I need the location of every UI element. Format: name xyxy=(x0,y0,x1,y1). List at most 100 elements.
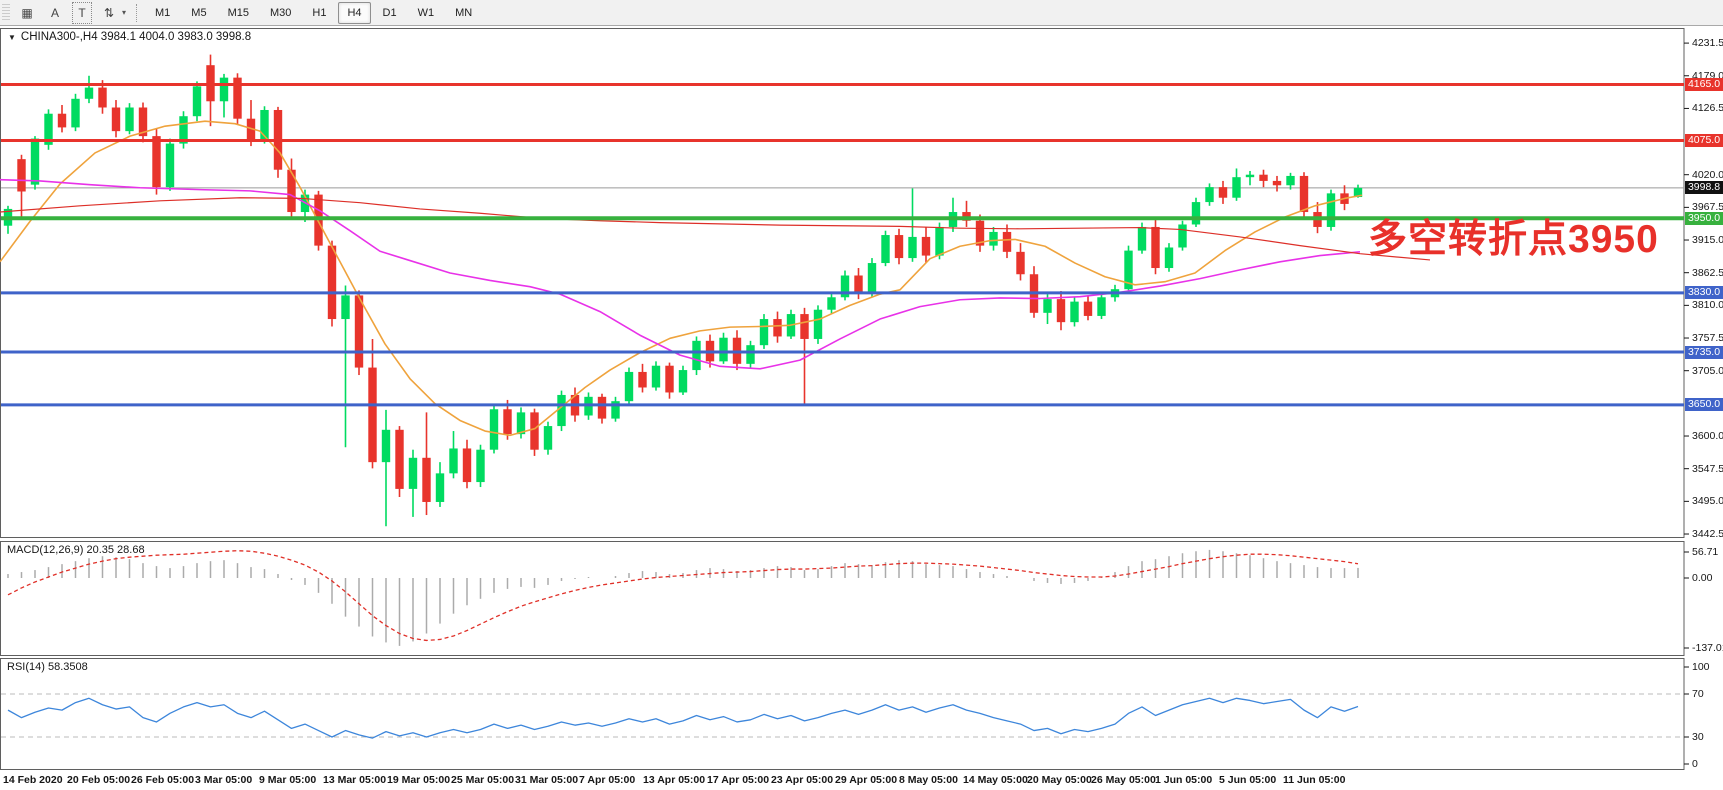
candle-body xyxy=(44,113,53,145)
candle-body xyxy=(179,116,188,144)
candle-body xyxy=(1326,193,1336,227)
candle-body xyxy=(327,245,337,320)
rsi-indicator-label: RSI(14) 58.3508 xyxy=(7,661,88,673)
price-tick-label: 3547.5 xyxy=(1692,462,1723,475)
price-badge-3830.0: 3830.0 xyxy=(1685,286,1723,300)
chart-annotation-text: 多空转折点3950 xyxy=(1368,218,1659,261)
candle-body xyxy=(219,77,229,102)
candle-body xyxy=(1178,224,1187,248)
candle-body xyxy=(1245,174,1255,178)
candle-body xyxy=(1056,299,1066,323)
price-badge-3998.8: 3998.8 xyxy=(1685,181,1723,195)
time-axis-label: 17 Apr 05:00 xyxy=(707,774,770,786)
candle-body xyxy=(368,367,377,463)
candle-body xyxy=(894,235,904,259)
candle-body xyxy=(422,457,431,502)
candle-body xyxy=(1070,301,1079,323)
time-axis-label: 20 May 05:00 xyxy=(1027,774,1092,786)
candle-body xyxy=(503,409,512,435)
time-axis-label: 3 Mar 05:00 xyxy=(195,774,253,786)
candle-body xyxy=(395,429,404,489)
candle-body xyxy=(530,412,539,450)
time-axis-label: 20 Feb 05:00 xyxy=(67,774,131,786)
candle-body xyxy=(935,226,944,256)
candle-body xyxy=(516,412,526,435)
scale-ticks xyxy=(1684,42,1689,765)
candle-body xyxy=(165,143,175,188)
text-label-icon[interactable]: A xyxy=(50,5,59,20)
candle-body xyxy=(638,371,647,388)
candle-body xyxy=(125,107,134,132)
timeframe-button-w1[interactable]: W1 xyxy=(417,6,435,19)
candle-body xyxy=(597,396,607,419)
time-axis-label: 1 Jun 05:00 xyxy=(1155,774,1213,786)
rsi-levels xyxy=(1,693,1684,738)
candle-body xyxy=(98,87,107,108)
candle-body xyxy=(1083,301,1093,316)
price-tick-label: 3600.0 xyxy=(1692,430,1723,443)
chart-grid-icon[interactable]: ▦ xyxy=(21,5,33,20)
price-tick-label: 3967.5 xyxy=(1692,201,1723,214)
indicator-tick-label: 70 xyxy=(1692,688,1704,700)
candle-body xyxy=(408,457,418,489)
candle-body xyxy=(827,297,836,310)
candle-body xyxy=(1164,247,1174,269)
time-axis-label: 11 Jun 05:00 xyxy=(1283,774,1346,786)
candle-body xyxy=(260,109,269,140)
candle-body xyxy=(692,340,701,371)
timeframe-button-m30[interactable]: M30 xyxy=(269,6,292,19)
time-axis-label: 7 Apr 05:00 xyxy=(579,774,636,786)
time-axis-label: 13 Mar 05:00 xyxy=(323,774,387,786)
candle-body xyxy=(84,87,94,99)
candle-body xyxy=(435,473,445,502)
timeframe-button-h1[interactable]: H1 xyxy=(312,6,327,19)
candle-body xyxy=(1016,251,1025,275)
candle-body xyxy=(138,107,148,137)
arrange-windows-icon[interactable]: ⇅ xyxy=(103,5,115,20)
toolbar-drag-handle[interactable] xyxy=(2,3,10,22)
candle-body xyxy=(989,231,998,246)
candle-body xyxy=(287,169,296,213)
price-tick-label: 3757.5 xyxy=(1692,332,1723,345)
toolbar-separator xyxy=(136,3,138,22)
price-tick-label: 4020.0 xyxy=(1692,168,1723,181)
timeframe-button-m5[interactable]: M5 xyxy=(191,6,207,19)
timeframe-button-m1[interactable]: M1 xyxy=(155,6,171,19)
candle-body xyxy=(1043,299,1052,313)
candle-body xyxy=(800,314,809,339)
macd-histogram xyxy=(7,549,1359,646)
candle-body xyxy=(854,275,863,293)
candle-body xyxy=(1191,202,1201,225)
price-badge-3650.0: 3650.0 xyxy=(1685,398,1723,412)
symbol-dropdown-icon[interactable]: ▼ xyxy=(8,32,16,42)
candle-body xyxy=(881,235,890,264)
candle-body xyxy=(1218,187,1228,198)
time-axis-label: 14 May 05:00 xyxy=(963,774,1028,786)
price-badge-3950.0: 3950.0 xyxy=(1685,211,1723,225)
candle-body xyxy=(354,295,364,368)
candle-body xyxy=(341,295,350,320)
candle-body xyxy=(908,236,917,259)
symbol-title[interactable]: ▼ CHINA300-,H4 3984.1 4004.0 3983.0 3998… xyxy=(8,31,251,43)
price-tick-label: 4126.5 xyxy=(1692,102,1723,115)
price-tick-label: 3442.5 xyxy=(1692,528,1723,541)
time-axis-label: 5 Jun 05:00 xyxy=(1219,774,1277,786)
candle-body xyxy=(381,429,391,463)
timeframe-button-mn[interactable]: MN xyxy=(455,6,473,19)
candle-body xyxy=(719,337,728,362)
timeframe-button-h4[interactable]: H4 xyxy=(338,1,371,24)
timeframe-button-d1[interactable]: D1 xyxy=(382,6,397,19)
time-axis-label: 13 Apr 05:00 xyxy=(643,774,706,786)
candle-body xyxy=(57,113,67,128)
text-box-icon[interactable]: T xyxy=(72,1,92,24)
candle-body xyxy=(921,236,931,256)
price-tick-label: 3862.5 xyxy=(1692,266,1723,279)
candle-body xyxy=(1124,250,1133,290)
time-axis-label: 26 Feb 05:00 xyxy=(131,774,195,786)
candle-body xyxy=(1137,226,1147,251)
timeframe-button-m15[interactable]: M15 xyxy=(227,6,249,19)
candle-body xyxy=(557,394,566,427)
time-axis-label: 19 Mar 05:00 xyxy=(387,774,451,786)
dropdown-caret-icon[interactable]: ▾ xyxy=(122,8,127,17)
